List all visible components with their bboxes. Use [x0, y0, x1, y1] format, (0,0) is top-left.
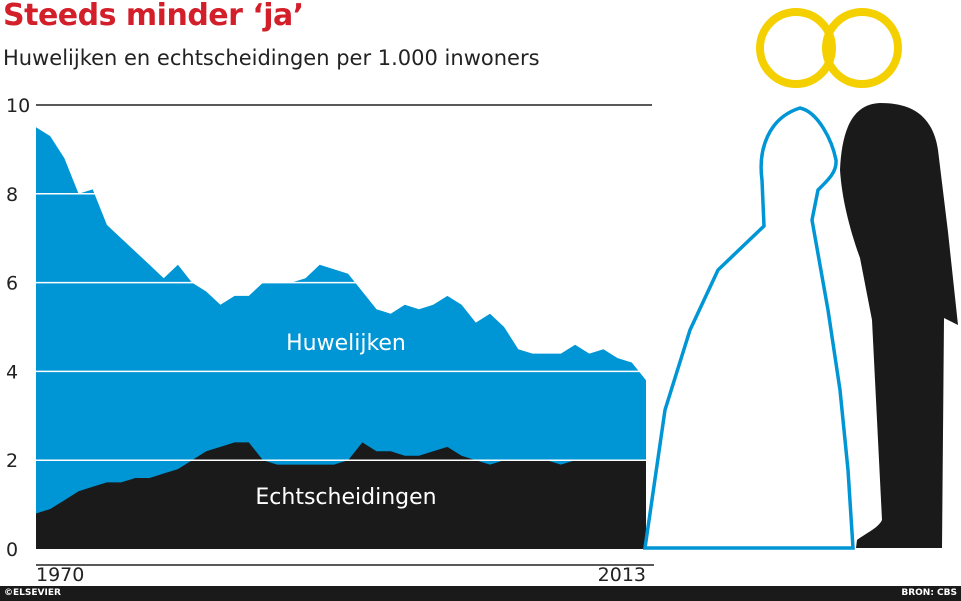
area-marriages — [36, 127, 646, 549]
chart-subtitle: Huwelijken en echtscheidingen per 1.000 … — [3, 46, 540, 70]
footer-credit: ©ELSEVIER — [4, 588, 61, 598]
y-tick-2: 2 — [6, 450, 18, 472]
wedding-ring-right-icon — [822, 8, 902, 88]
y-tick-6: 6 — [6, 273, 18, 295]
groom-silhouette — [840, 103, 958, 548]
wedding-couple-icon — [642, 8, 958, 550]
footer-bar: ©ELSEVIER BRON: CBS — [0, 586, 961, 601]
chart-gridlines — [36, 104, 652, 461]
y-axis-ticks: 0 2 4 6 8 10 — [6, 95, 30, 561]
bride-silhouette — [642, 106, 855, 550]
footer-source: BRON: CBS — [901, 588, 957, 598]
chart-canvas: 0 2 4 6 8 10 1970 2013 Huwelijken Echtscheidi… — [6, 8, 958, 586]
x-tick-start: 1970 — [36, 564, 84, 586]
y-tick-4: 4 — [6, 361, 18, 383]
y-tick-8: 8 — [6, 184, 18, 206]
y-tick-0: 0 — [6, 539, 18, 561]
chart-areas — [36, 127, 646, 549]
wedding-ring-left-icon — [756, 8, 836, 88]
y-tick-10: 10 — [6, 95, 30, 117]
series-label-divorces: Echtscheidingen — [255, 485, 436, 510]
area-divorces — [36, 442, 646, 549]
chart-title: Steeds minder ‘ja’ — [3, 0, 304, 33]
series-label-marriages: Huwelijken — [286, 331, 406, 356]
x-tick-end: 2013 — [598, 564, 646, 586]
